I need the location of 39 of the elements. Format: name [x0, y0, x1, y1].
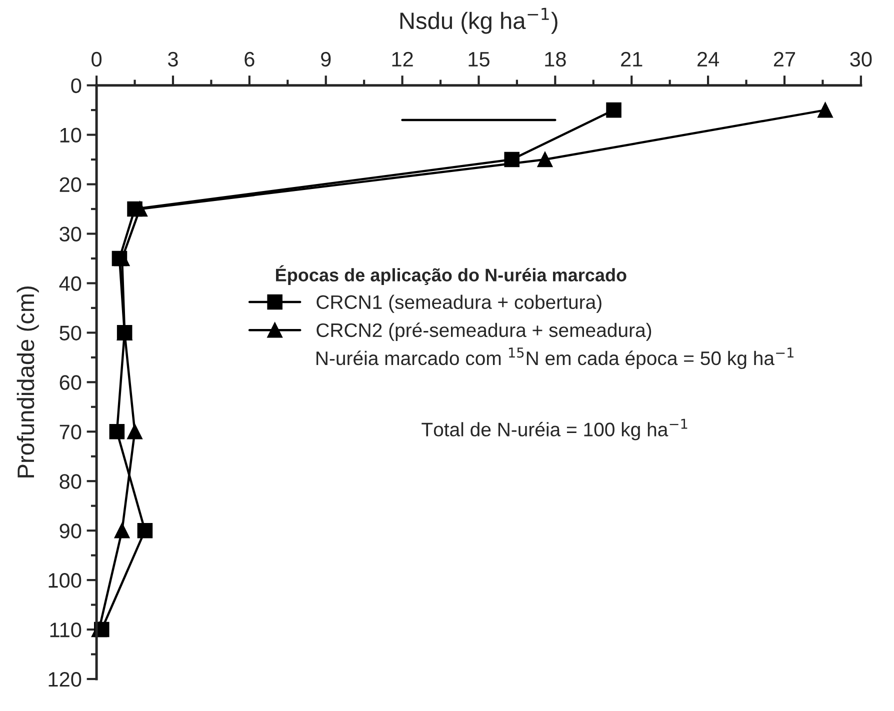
y-tick-label: 30 — [60, 226, 82, 242]
legend-title: Épocas de aplicação do N-uréia marcado — [276, 265, 626, 286]
point — [537, 152, 553, 168]
point — [137, 522, 153, 538]
y-axis-title: Profundidade (cm) — [16, 286, 39, 478]
point — [114, 522, 130, 538]
y-tick-label: 10 — [60, 128, 82, 143]
x-tick-label: 6 — [244, 52, 254, 67]
y-tick-label: 20 — [60, 177, 82, 192]
y-tick-label: 40 — [59, 276, 82, 291]
annotation: Total de N-uréia = 100 kg ha$^{−1}$ — [422, 418, 688, 440]
y-tick-label: 110 — [50, 622, 82, 638]
x-tick-label: 12 — [392, 52, 413, 66]
y-tick-label: 80 — [60, 474, 82, 489]
x-tick-label: 24 — [698, 52, 720, 66]
y-tick-label: 70 — [60, 424, 82, 440]
x-tick-label: 21 — [621, 52, 642, 66]
y-tick-label: 120 — [48, 672, 82, 687]
x-tick-label: 9 — [321, 52, 331, 67]
y-tick-label: 100 — [48, 573, 82, 588]
x-tick-label: 18 — [545, 52, 566, 67]
x-tick-label: 3 — [168, 52, 178, 67]
point — [606, 102, 622, 118]
point — [818, 102, 833, 118]
legend-label: CRCN2 (pré-semeadura + semeadura) — [316, 322, 652, 341]
point — [127, 424, 142, 440]
y-tick-label: 60 — [60, 375, 82, 390]
point — [109, 424, 125, 440]
x-axis-title: Nsdu (kg ha$^{−1}$) — [400, 8, 558, 34]
x-tick-label: 30 — [850, 52, 872, 67]
y-tick-label: 0 — [71, 78, 82, 94]
x-tick-label: 0 — [92, 52, 102, 67]
x-tick-label: 27 — [774, 52, 796, 66]
point — [132, 201, 148, 217]
y-tick-label: 50 — [60, 326, 82, 340]
y-tick-label: 90 — [60, 524, 82, 538]
x-tick-label: 15 — [468, 52, 490, 67]
annotation: N-uréia marcado com $^{15}$N em cada época = 50 kg ha$^{−1}$ — [316, 348, 794, 370]
legend-label: CRCN1 (semeadura + cobertura) — [316, 294, 602, 313]
